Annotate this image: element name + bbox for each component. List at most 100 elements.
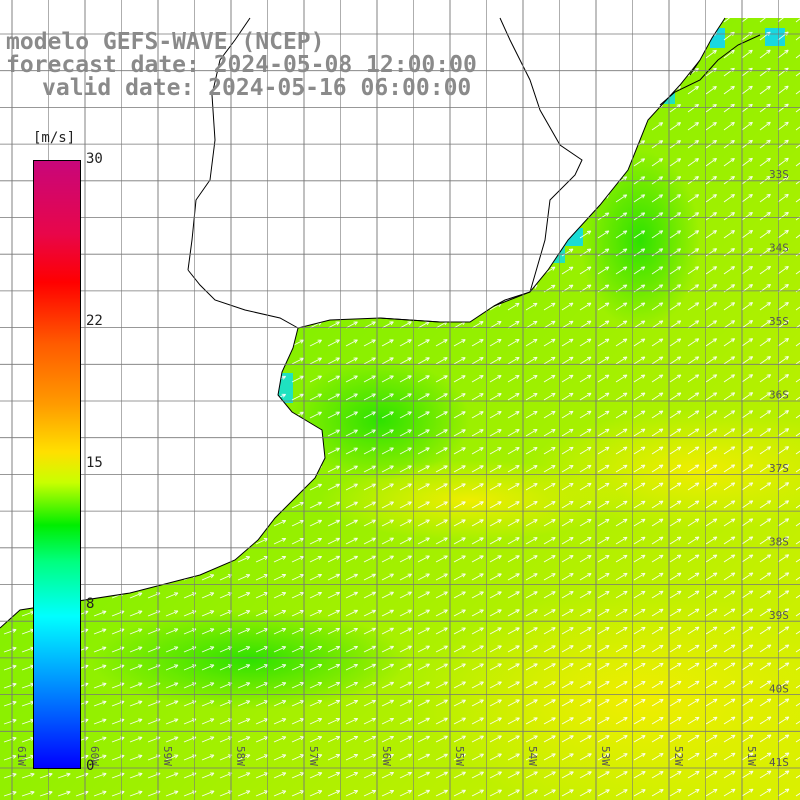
wind-arrow xyxy=(687,752,700,761)
wind-arrow xyxy=(219,411,233,419)
wind-arrow xyxy=(543,609,556,617)
wind-arrow xyxy=(489,447,502,455)
wind-arrow xyxy=(795,31,800,41)
wind-arrow xyxy=(129,574,143,581)
wind-arrow xyxy=(3,196,17,203)
wind-arrow xyxy=(309,249,322,257)
wind-arrow xyxy=(633,446,646,455)
wind-arrow xyxy=(237,321,251,329)
wind-arrow xyxy=(219,538,233,545)
wind-arrow xyxy=(777,392,789,401)
wind-arrow xyxy=(417,537,430,545)
wind-arrow xyxy=(165,592,179,599)
wind-arrow xyxy=(507,717,520,725)
wind-arrow xyxy=(525,753,538,761)
wind-arrow xyxy=(579,464,592,473)
wind-arrow xyxy=(795,139,800,149)
wind-arrow xyxy=(507,753,520,761)
wind-arrow xyxy=(651,716,664,725)
wind-arrow xyxy=(345,591,359,599)
wind-arrow xyxy=(723,554,736,563)
wind-arrow xyxy=(93,268,107,275)
wind-arrow xyxy=(489,501,502,509)
wind-arrow xyxy=(651,86,663,95)
wind-arrow xyxy=(795,500,800,509)
wind-arrow xyxy=(777,121,789,131)
wind-arrow xyxy=(651,230,664,239)
wind-arrow xyxy=(273,754,287,761)
wind-arrow xyxy=(561,86,574,95)
wind-arrow xyxy=(741,518,754,527)
wind-arrow xyxy=(471,555,484,563)
wind-arrow xyxy=(741,482,754,491)
wind-arrow xyxy=(489,248,502,257)
wind-arrow xyxy=(651,752,664,761)
wind-arrow xyxy=(525,465,538,473)
wind-arrow xyxy=(345,321,358,329)
wind-arrow xyxy=(723,230,735,239)
wind-arrow xyxy=(435,411,448,419)
wind-arrow xyxy=(129,484,143,491)
wind-arrow xyxy=(507,374,520,383)
wind-arrow xyxy=(417,140,430,149)
wind-arrow xyxy=(327,483,340,491)
wind-arrow xyxy=(597,663,610,671)
wind-arrow xyxy=(759,716,772,725)
wind-arrow xyxy=(543,519,556,527)
wind-arrow xyxy=(345,303,358,311)
wind-arrow xyxy=(687,680,700,689)
wind-arrow xyxy=(723,67,735,77)
wind-arrow xyxy=(273,682,287,689)
wind-arrow xyxy=(237,231,250,239)
wind-arrow xyxy=(111,718,125,725)
wind-arrow xyxy=(129,610,143,617)
wind-arrow xyxy=(651,608,664,617)
wind-arrow xyxy=(489,158,502,167)
wind-arrow xyxy=(741,680,754,689)
wind-arrow xyxy=(111,358,125,365)
wind-arrow xyxy=(291,231,304,239)
wind-arrow xyxy=(219,339,233,347)
wind-arrow xyxy=(741,338,754,347)
wind-arrow xyxy=(309,141,322,149)
wind-arrow xyxy=(723,590,736,599)
wind-arrow xyxy=(129,448,143,455)
wind-arrow xyxy=(273,321,286,329)
wind-arrow xyxy=(417,555,430,563)
wind-arrow xyxy=(165,772,179,779)
wind-arrow xyxy=(489,771,502,779)
wind-arrow xyxy=(3,790,17,797)
wind-arrow xyxy=(273,18,286,23)
wind-arrow xyxy=(777,662,790,671)
wind-arrow xyxy=(597,681,610,689)
wind-arrow xyxy=(111,304,125,311)
wind-arrow xyxy=(435,122,448,131)
wind-arrow xyxy=(759,446,772,455)
wind-arrow xyxy=(651,554,664,563)
wind-arrow xyxy=(201,754,215,761)
wind-arrow xyxy=(345,393,358,401)
wind-arrow xyxy=(93,196,107,203)
wind-arrow xyxy=(741,157,753,167)
wind-arrow xyxy=(777,626,790,635)
wind-arrow xyxy=(471,411,484,419)
wind-arrow xyxy=(651,356,664,365)
wind-arrow xyxy=(597,122,610,131)
wind-arrow xyxy=(291,736,305,743)
wind-arrow xyxy=(633,771,646,779)
wind-arrow xyxy=(129,772,143,779)
wind-arrow xyxy=(237,429,251,437)
wind-arrow xyxy=(543,573,556,581)
wind-arrow xyxy=(327,772,341,779)
wind-arrow xyxy=(471,465,484,473)
wind-arrow xyxy=(759,247,771,257)
wind-arrow xyxy=(165,736,179,743)
wind-arrow xyxy=(291,213,304,221)
wind-arrow xyxy=(651,158,664,167)
wind-arrow xyxy=(525,789,538,797)
wind-arrow xyxy=(561,699,574,707)
wind-arrow xyxy=(669,752,682,761)
wind-arrow xyxy=(363,555,376,563)
wind-arrow xyxy=(579,771,592,779)
wind-arrow xyxy=(381,699,395,707)
